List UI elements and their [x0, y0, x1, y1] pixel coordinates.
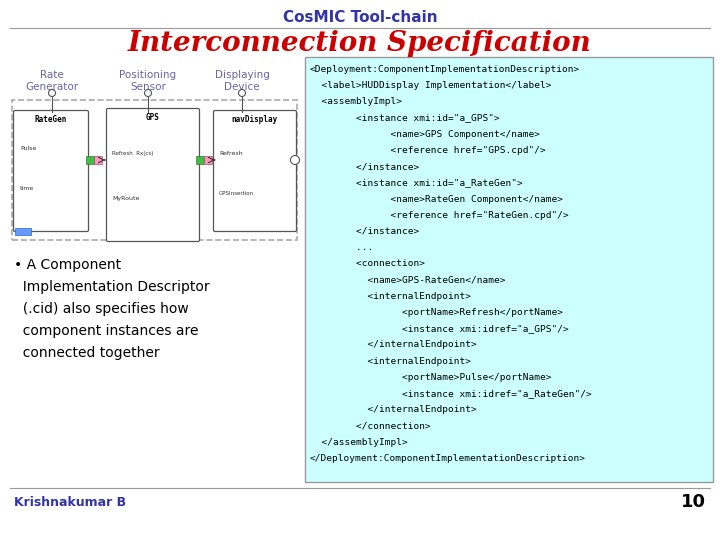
Text: <name>RateGen Component</name>: <name>RateGen Component</name>: [310, 194, 563, 204]
Text: <instance xmi:idref="a_RateGen"/>: <instance xmi:idref="a_RateGen"/>: [310, 389, 592, 398]
Text: <name>GPS Component</name>: <name>GPS Component</name>: [310, 130, 540, 139]
Text: ...: ...: [310, 243, 373, 252]
Text: <connection>: <connection>: [310, 259, 425, 268]
Text: </Deployment:ComponentImplementationDescription>: </Deployment:ComponentImplementationDesc…: [310, 454, 586, 463]
Text: <instance xmi:id="a_GPS">: <instance xmi:id="a_GPS">: [310, 113, 500, 123]
Text: RateGen: RateGen: [35, 115, 67, 124]
Text: Rate
Generator: Rate Generator: [25, 70, 78, 92]
Text: </assemblyImpl>: </assemblyImpl>: [310, 437, 408, 447]
Text: <assemblyImpl>: <assemblyImpl>: [310, 97, 402, 106]
FancyBboxPatch shape: [86, 156, 94, 164]
Text: (.cid) also specifies how: (.cid) also specifies how: [14, 302, 189, 316]
Text: </connection>: </connection>: [310, 421, 431, 430]
FancyBboxPatch shape: [305, 57, 713, 482]
FancyBboxPatch shape: [214, 111, 297, 232]
FancyBboxPatch shape: [204, 156, 212, 164]
Text: <label>HUDDisplay Implementation</label>: <label>HUDDisplay Implementation</label>: [310, 81, 552, 90]
Text: <reference href="RateGen.cpd"/>: <reference href="RateGen.cpd"/>: [310, 211, 569, 220]
Text: <name>GPS-RateGen</name>: <name>GPS-RateGen</name>: [310, 275, 505, 285]
FancyBboxPatch shape: [196, 156, 204, 164]
Text: GPSInsertion: GPSInsertion: [219, 191, 254, 196]
Text: <portName>Refresh</portName>: <portName>Refresh</portName>: [310, 308, 563, 317]
Text: </internalEndpoint>: </internalEndpoint>: [310, 405, 477, 414]
Text: navDisplay: navDisplay: [232, 115, 278, 124]
Text: <instance xmi:id="a_RateGen">: <instance xmi:id="a_RateGen">: [310, 178, 523, 187]
Text: <internalEndpoint>: <internalEndpoint>: [310, 292, 471, 301]
Circle shape: [48, 90, 55, 97]
Text: </instance>: </instance>: [310, 227, 419, 236]
Text: </instance>: </instance>: [310, 162, 419, 171]
Text: Positioning
Sensor: Positioning Sensor: [120, 70, 176, 92]
FancyBboxPatch shape: [107, 109, 199, 241]
Text: <reference href="GPS.cpd"/>: <reference href="GPS.cpd"/>: [310, 146, 546, 155]
Text: 10: 10: [681, 493, 706, 511]
Text: Krishnakumar B: Krishnakumar B: [14, 496, 126, 509]
Text: Implementation Descriptor: Implementation Descriptor: [14, 280, 210, 294]
Circle shape: [145, 90, 151, 97]
Text: <instance xmi:idref="a_GPS"/>: <instance xmi:idref="a_GPS"/>: [310, 324, 569, 333]
Text: component instances are: component instances are: [14, 324, 199, 338]
Text: CosMIC Tool-chain: CosMIC Tool-chain: [283, 10, 437, 25]
Text: GPS: GPS: [146, 113, 160, 122]
FancyBboxPatch shape: [15, 228, 31, 235]
Text: <Deployment:ComponentImplementationDescription>: <Deployment:ComponentImplementationDescr…: [310, 65, 580, 74]
Text: </internalEndpoint>: </internalEndpoint>: [310, 340, 477, 349]
Text: Refresh  Rx(cs): Refresh Rx(cs): [112, 151, 153, 156]
Text: connected together: connected together: [14, 346, 160, 360]
Text: time: time: [20, 186, 35, 191]
Text: • A Component: • A Component: [14, 258, 121, 272]
Text: Pulse: Pulse: [20, 146, 37, 151]
Text: Interconnection Specification: Interconnection Specification: [128, 30, 592, 57]
Text: Refresh: Refresh: [219, 151, 243, 156]
FancyBboxPatch shape: [14, 111, 89, 232]
Circle shape: [290, 156, 300, 165]
Circle shape: [238, 90, 246, 97]
FancyBboxPatch shape: [94, 156, 102, 164]
Text: Displaying
Device: Displaying Device: [215, 70, 269, 92]
Text: MyRoute: MyRoute: [112, 196, 140, 201]
Text: <internalEndpoint>: <internalEndpoint>: [310, 356, 471, 366]
Text: <portName>Pulse</portName>: <portName>Pulse</portName>: [310, 373, 552, 382]
